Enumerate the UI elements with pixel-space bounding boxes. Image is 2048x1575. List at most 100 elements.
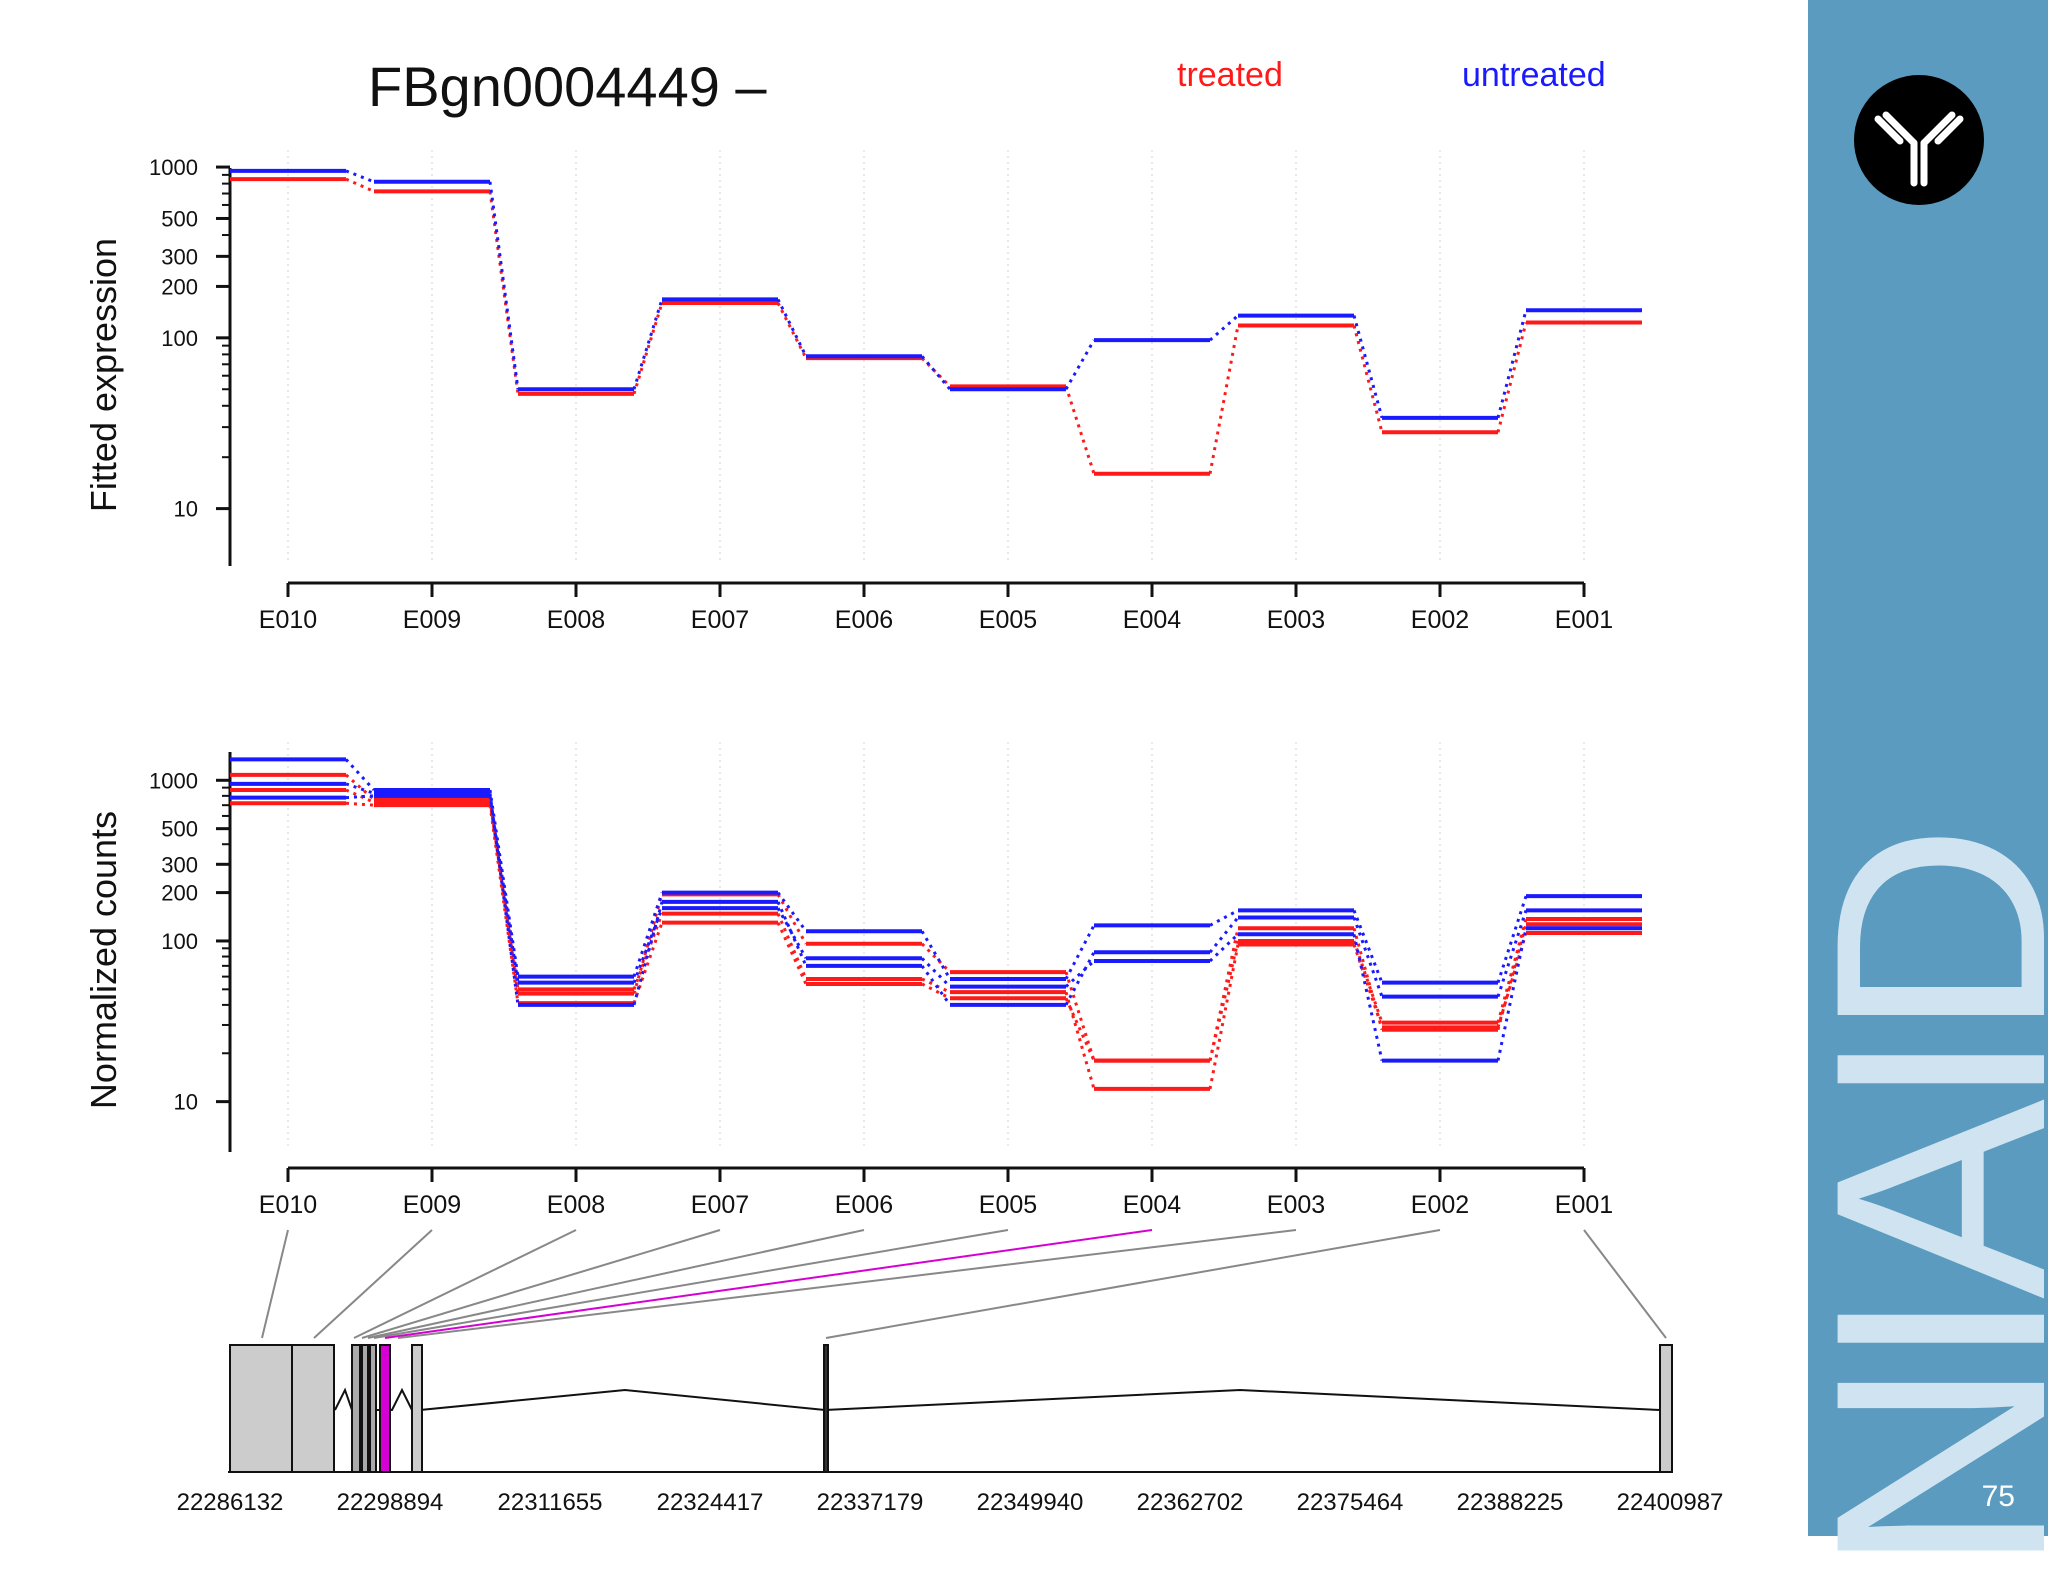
intron-line: [419, 1388, 1661, 1412]
niaid-wordmark: NIAID: [1772, 834, 2048, 1575]
series-connector-untreated: [776, 907, 808, 960]
x-tick-label: E005: [979, 1191, 1037, 1219]
series-connector-untreated: [1496, 909, 1528, 998]
genomic-coordinate-label: 22324417: [657, 1489, 764, 1516]
series-connector-treated: [632, 922, 664, 1004]
series-connector-untreated: [1209, 314, 1239, 342]
series-connector-untreated: [488, 181, 520, 390]
exon-box: [369, 1344, 377, 1473]
y-tick-label: 500: [161, 206, 198, 231]
exon-box: [229, 1344, 293, 1473]
series-connector-untreated: [1208, 933, 1240, 963]
series-connector-untreated: [1352, 916, 1384, 998]
series-connector-treated: [1208, 325, 1240, 475]
series-connector-treated: [345, 177, 375, 193]
series-connector-treated: [1496, 923, 1528, 1031]
series-connector-untreated: [920, 957, 952, 988]
series-connector-treated: [776, 302, 808, 359]
genomic-coordinate-label: 22337179: [817, 1489, 924, 1516]
x-tick-label: E004: [1123, 1191, 1181, 1219]
x-tick-label: E010: [259, 606, 317, 634]
exon-connector-line: [261, 1229, 289, 1339]
genomic-coordinate-label: 22375464: [1297, 1489, 1404, 1516]
exon-box: [1659, 1344, 1673, 1473]
series-connector-untreated: [920, 930, 952, 980]
series-connector-treated: [1064, 971, 1096, 1062]
series-connector-untreated: [632, 907, 664, 984]
series-connector-untreated: [920, 355, 952, 391]
series-connector-treated: [488, 191, 520, 395]
series-connector-untreated: [1064, 924, 1096, 980]
genomic-coordinate-label: 22349940: [977, 1489, 1084, 1516]
x-tick-label: E009: [403, 1191, 461, 1219]
x-tick-label: E005: [979, 606, 1037, 634]
y-tick-label: 200: [161, 881, 198, 906]
series-connector-untreated: [776, 298, 808, 357]
exon-box: [351, 1344, 361, 1473]
genomic-coordinate-label: 22400987: [1617, 1489, 1724, 1516]
genomic-coordinate-label: 22388225: [1457, 1489, 1564, 1516]
y-tick-label: 300: [161, 244, 198, 269]
series-connector-treated: [345, 788, 375, 804]
series-connector-untreated: [632, 901, 664, 1006]
exon-connector-line: [373, 1229, 1009, 1339]
exon-usage-figure: FBgn0004449 – treated untreated 10 100 200…: [83, 55, 1724, 1516]
series-connector-untreated: [345, 782, 375, 795]
exon-connector-line: [397, 1229, 1297, 1339]
x-tick-label: E003: [1267, 1191, 1325, 1219]
y-tick-label: 500: [161, 817, 198, 842]
genomic-coordinate-label: 22286132: [177, 1489, 284, 1516]
y-tick-label: 300: [161, 852, 198, 877]
exon-box: [411, 1344, 423, 1473]
exon-connector-line: [1583, 1229, 1667, 1339]
exon-box: [291, 1344, 335, 1473]
y-tick-label: 10: [174, 497, 198, 522]
series-connector-untreated: [776, 901, 808, 967]
legend-treated: treated: [1177, 56, 1283, 94]
series-connector-untreated: [632, 892, 664, 978]
series-connector-untreated: [1208, 916, 1240, 954]
series-connector-treated: [920, 357, 952, 388]
exon-connector-line: [384, 1229, 1153, 1339]
series-connector-untreated: [1064, 959, 1096, 988]
exon-box: [361, 1344, 369, 1473]
genomic-coordinate-label: 22298894: [337, 1489, 444, 1516]
x-tick-label: E001: [1555, 606, 1613, 634]
series-connector-treated: [1064, 997, 1096, 1062]
x-tick-label: E008: [547, 1191, 605, 1219]
x-tick-label: E010: [259, 1191, 317, 1219]
series-connector-untreated: [1496, 309, 1528, 419]
series-connector-untreated: [1064, 951, 1096, 1006]
genomic-coordinate-label: 22362702: [1137, 1489, 1244, 1516]
series-connector-treated: [1496, 322, 1528, 433]
series-connector-untreated: [1064, 339, 1096, 390]
series-connector-untreated: [1209, 909, 1239, 927]
series-connector-untreated: [1496, 895, 1528, 984]
y-tick-label: 100: [161, 326, 198, 351]
series-connector-treated: [1064, 385, 1096, 475]
series-connector-treated: [921, 982, 951, 1000]
slide-content: FBgn0004449 – treated untreated 10 100 200…: [83, 55, 1724, 1516]
series-connector-treated: [1064, 991, 1096, 1090]
chart-title: FBgn0004449 –: [368, 55, 767, 118]
x-tick-label: E009: [403, 606, 461, 634]
y-tick-label: 1000: [149, 768, 198, 793]
series-connector-treated: [1208, 944, 1240, 1090]
series-connector-untreated: [1352, 933, 1384, 1061]
genomic-coordinate-label: 22311655: [498, 1489, 603, 1516]
series-connector-treated: [776, 922, 808, 985]
series-connector-untreated: [1352, 315, 1384, 419]
x-tick-label: E002: [1411, 1191, 1469, 1219]
slide-number: 75: [1981, 1480, 2015, 1513]
antibody-logo-icon: [1854, 75, 1984, 205]
series-connector-treated: [776, 913, 808, 980]
series-connector-untreated: [920, 964, 952, 1006]
x-tick-label: E007: [691, 1191, 749, 1219]
y-tick-label: 100: [161, 929, 198, 954]
y-tick-label: 10: [174, 1090, 198, 1115]
x-tick-label: E002: [1411, 606, 1469, 634]
exon-box: [379, 1344, 391, 1473]
exon-box: [823, 1344, 829, 1473]
exon-connector-line: [361, 1229, 721, 1339]
series-connector-treated: [1208, 927, 1240, 1061]
